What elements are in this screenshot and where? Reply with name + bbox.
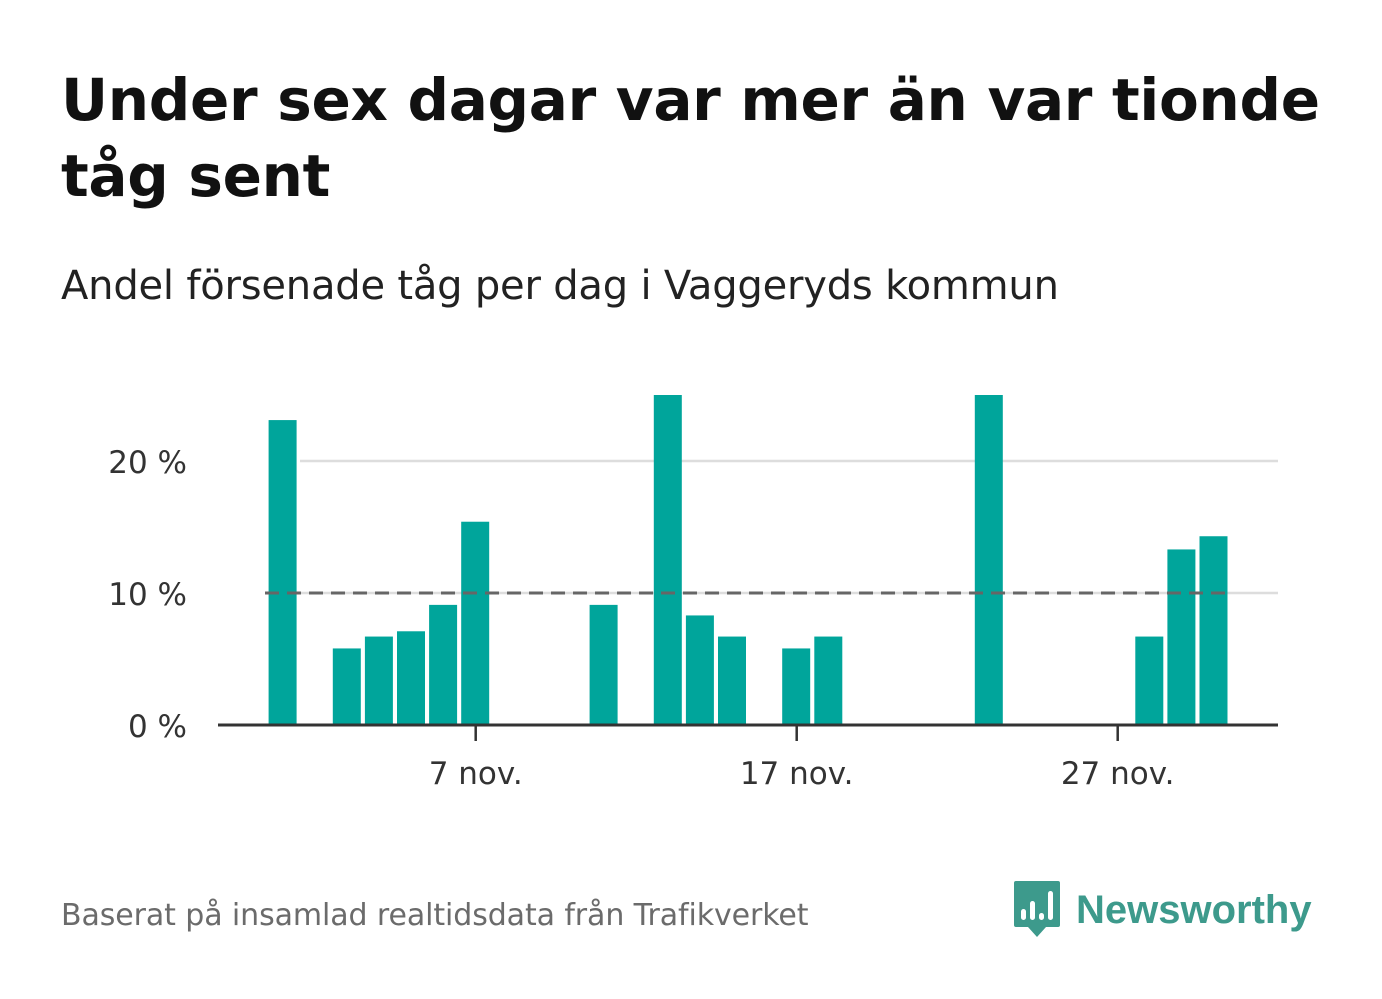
x-tick-label: 7 nov.: [429, 756, 523, 792]
bar: [332, 648, 361, 725]
bar: [1135, 636, 1164, 725]
brand-name: Newsworthy: [1076, 887, 1312, 932]
bar: [814, 636, 843, 725]
bar: [1199, 536, 1228, 725]
bars: [268, 395, 1228, 725]
bar: [974, 395, 1003, 725]
bar: [397, 631, 425, 725]
chart-title: Under sex dagar var mer än var tionde tå…: [61, 66, 1320, 210]
y-tick-label: 10 %: [108, 577, 187, 613]
bar: [364, 636, 393, 725]
gridlines: [300, 459, 1278, 595]
x-tick-label: 17 nov.: [740, 756, 854, 792]
bar-chart: 0 % 10 % 20 % 7 nov. 17 nov. 27 nov.: [108, 395, 1278, 792]
x-tick-label: 27 nov.: [1061, 756, 1175, 792]
brand-logo: Newsworthy: [1012, 878, 1312, 942]
bar: [685, 615, 714, 725]
y-tick-labels: 0 % 10 % 20 %: [108, 445, 187, 745]
newsworthy-logo-icon: [1014, 881, 1060, 937]
bar: [1167, 549, 1196, 725]
y-tick-label: 20 %: [108, 445, 187, 481]
bar: [429, 604, 458, 725]
bar: [268, 420, 297, 725]
bar: [653, 395, 682, 725]
bar: [589, 604, 618, 725]
bar: [461, 521, 490, 725]
x-axis: [218, 723, 1278, 741]
y-tick-label: 0 %: [128, 709, 187, 745]
bar: [782, 648, 811, 725]
chart-subtitle: Andel försenade tåg per dag i Vaggeryds …: [61, 263, 1059, 309]
source-note: Baserat på insamlad realtidsdata från Tr…: [61, 898, 809, 933]
x-tick-labels: 7 nov. 17 nov. 27 nov.: [429, 756, 1175, 792]
bar: [718, 636, 746, 725]
